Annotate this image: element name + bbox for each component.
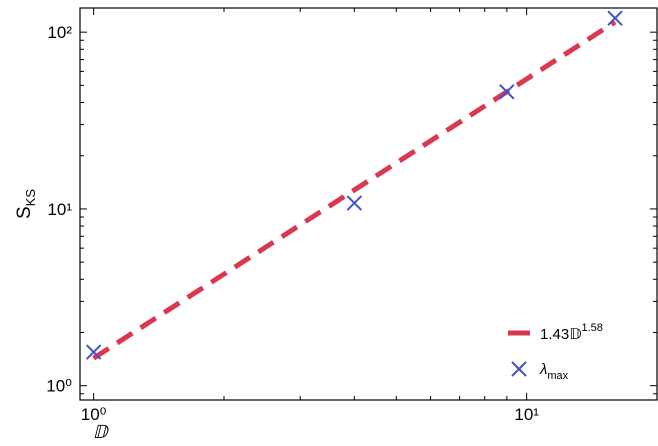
legend: 1.43𝔻1.58 λmax [539, 322, 603, 382]
legend-sup: 1.58 [581, 322, 602, 334]
legend-marker [511, 361, 527, 377]
marker [346, 195, 363, 211]
y-tick-label: 10⁰ [46, 377, 72, 396]
y-label-main: S [14, 206, 35, 219]
y-tick-label: 10² [47, 23, 72, 42]
y-axis-label: SKS [14, 189, 38, 219]
legend-sub: max [547, 370, 568, 382]
marker [607, 10, 623, 26]
x-tick-label: 10¹ [514, 405, 539, 424]
y-tick-label: 10¹ [47, 200, 72, 219]
marker [499, 84, 515, 100]
x-axis-label: 𝔻 [93, 422, 110, 442]
plot-frame [79, 7, 658, 401]
y-label-sub: KS [23, 189, 38, 207]
fit-line [92, 19, 617, 361]
legend-text: λ [539, 361, 547, 378]
marker [85, 344, 102, 360]
legend-text: 1.43𝔻 [540, 326, 581, 343]
x-tick-label: 10⁰ [81, 405, 107, 424]
legend-label: 1.43𝔻1.58 [540, 322, 603, 343]
legend-label: λmax [539, 361, 569, 382]
